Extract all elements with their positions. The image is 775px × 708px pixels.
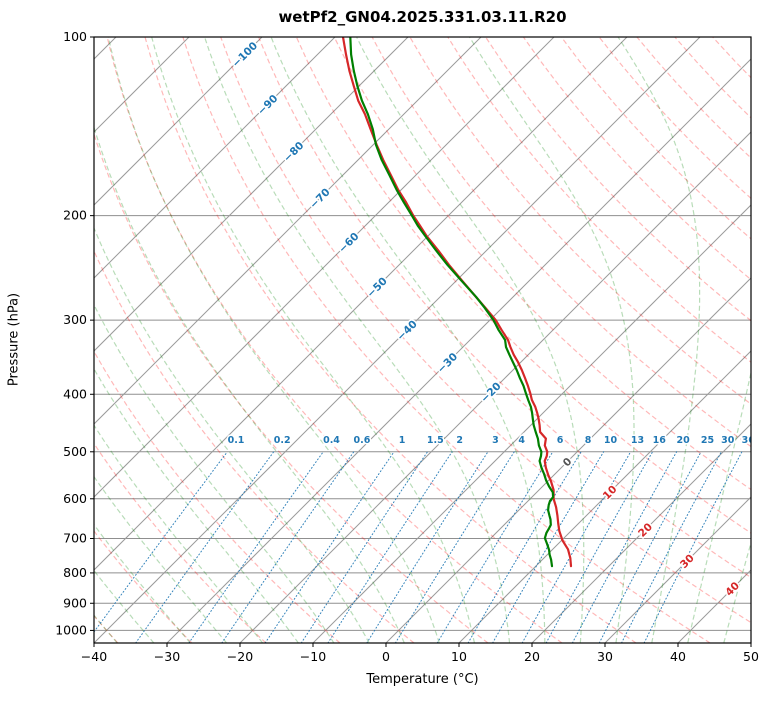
svg-text:30: 30 <box>721 435 735 446</box>
svg-text:−10: −10 <box>300 649 326 664</box>
svg-text:0.4: 0.4 <box>323 435 340 446</box>
svg-text:−30: −30 <box>154 649 180 664</box>
svg-text:13: 13 <box>631 435 644 446</box>
dry-adiabats <box>94 37 751 643</box>
svg-text:20: 20 <box>524 649 540 664</box>
svg-text:400: 400 <box>63 386 87 401</box>
svg-text:4: 4 <box>518 435 525 446</box>
svg-text:900: 900 <box>63 595 87 610</box>
moist-adiabats <box>94 37 751 643</box>
chart-title: wetPf2_GN04.2025.331.03.11.R20 <box>278 8 567 26</box>
svg-text:600: 600 <box>63 491 87 506</box>
mixing-ratio-labels: 0.1 0.2 0.4 0.6 1 1.5 2 3 4 6 8 10 13 16 20 25 30 36 <box>226 434 756 448</box>
x-axis-label: Temperature (°C) <box>366 672 479 687</box>
axes-frame <box>93 36 752 644</box>
svg-text:200: 200 <box>63 208 87 223</box>
svg-text:10: 10 <box>451 649 467 664</box>
dewpoint-curve <box>349 37 555 568</box>
svg-text:−60: −60 <box>336 230 361 255</box>
svg-text:8: 8 <box>585 435 592 446</box>
svg-text:50: 50 <box>743 649 759 664</box>
svg-text:−20: −20 <box>227 649 253 664</box>
svg-text:0: 0 <box>382 649 390 664</box>
svg-text:−90: −90 <box>255 93 280 118</box>
y-axis-ticks: 100 200 300 400 500 600 700 800 900 1000 <box>55 29 94 637</box>
svg-text:−70: −70 <box>308 186 333 211</box>
svg-text:−30: −30 <box>435 351 460 376</box>
svg-text:700: 700 <box>63 531 87 546</box>
svg-text:16: 16 <box>653 435 667 446</box>
svg-text:100: 100 <box>63 29 87 44</box>
svg-text:10: 10 <box>604 435 618 446</box>
svg-text:20: 20 <box>636 521 655 540</box>
svg-text:−20: −20 <box>479 380 504 405</box>
temperature-curve <box>341 37 573 568</box>
svg-text:0.6: 0.6 <box>353 435 370 446</box>
isobar-gridlines <box>94 37 751 631</box>
x-axis-ticks: −40 −30 −20 −10 0 10 20 30 40 50 <box>81 643 759 664</box>
sounding-profiles <box>341 37 573 568</box>
svg-text:−40: −40 <box>81 649 107 664</box>
svg-text:2: 2 <box>456 435 463 446</box>
svg-text:0: 0 <box>561 456 575 470</box>
svg-text:30: 30 <box>678 552 697 571</box>
mixing-ratio-lines <box>94 451 743 643</box>
svg-text:10: 10 <box>601 483 620 502</box>
svg-text:20: 20 <box>676 435 690 446</box>
svg-text:1: 1 <box>399 435 406 446</box>
svg-text:800: 800 <box>63 565 87 580</box>
svg-text:−80: −80 <box>281 140 306 165</box>
svg-text:0.1: 0.1 <box>228 435 245 446</box>
svg-text:36: 36 <box>742 435 756 446</box>
svg-text:3: 3 <box>492 435 499 446</box>
svg-text:1.5: 1.5 <box>427 435 444 446</box>
svg-text:30: 30 <box>597 649 613 664</box>
svg-text:0.2: 0.2 <box>274 435 291 446</box>
svg-text:25: 25 <box>701 435 714 446</box>
svg-text:−40: −40 <box>395 318 420 343</box>
svg-text:40: 40 <box>670 649 686 664</box>
svg-text:40: 40 <box>723 580 742 599</box>
svg-text:300: 300 <box>63 312 87 327</box>
plot-area: 0.1 0.2 0.4 0.6 1 1.5 2 3 4 6 8 10 13 16 20 25 30 36−100−… <box>94 37 756 643</box>
svg-text:500: 500 <box>63 444 87 459</box>
svg-text:−50: −50 <box>365 275 390 300</box>
svg-text:6: 6 <box>557 435 564 446</box>
svg-text:−100: −100 <box>230 40 260 70</box>
y-axis-label: Pressure (hPa) <box>6 292 22 387</box>
isotherm-lines <box>94 37 751 643</box>
svg-text:1000: 1000 <box>55 622 87 637</box>
isotherm-labels: −100 −90−80−70−60−50−40 −30 −20 0 10 20 30 40 <box>228 38 743 600</box>
